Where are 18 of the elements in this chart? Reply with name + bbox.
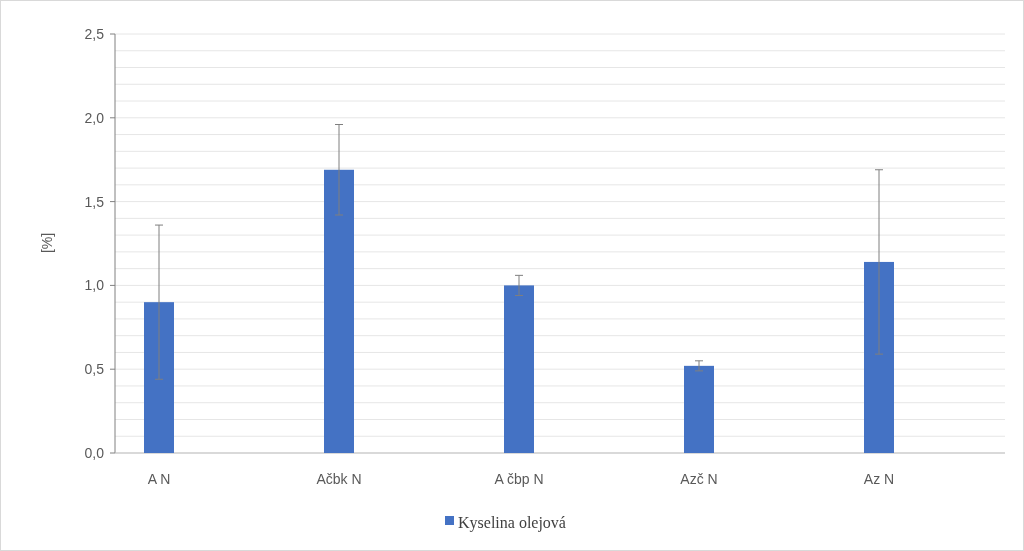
x-tick-label: Az N xyxy=(863,471,895,487)
legend-label: Kyselina olejová xyxy=(458,513,566,532)
y-tick-label: 0,5 xyxy=(84,361,105,378)
x-tick-label: A N xyxy=(147,471,171,487)
x-tick-label: A čbp N xyxy=(494,471,544,487)
bar xyxy=(684,365,714,453)
y-axis-title: [%] xyxy=(39,232,55,254)
bar xyxy=(324,169,354,453)
y-tick-label: 2,0 xyxy=(84,109,105,126)
y-tick-label: 1,5 xyxy=(84,193,105,210)
y-tick-label: 1,0 xyxy=(84,277,105,294)
bar xyxy=(864,261,894,453)
y-tick-label: 2,5 xyxy=(84,25,105,42)
bar xyxy=(504,285,534,453)
x-tick-label: Azč N xyxy=(680,471,718,487)
bar xyxy=(144,302,174,453)
y-tick-label: 0,0 xyxy=(84,444,105,461)
x-tick-label: Ačbk N xyxy=(316,471,362,487)
